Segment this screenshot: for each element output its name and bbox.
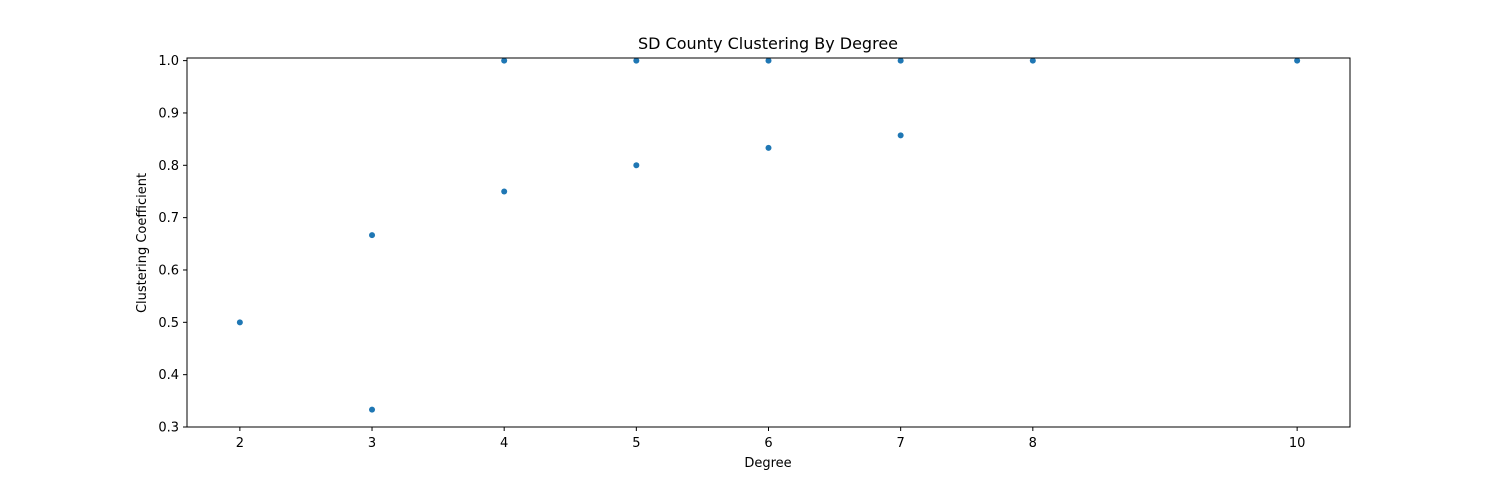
y-tick-label: 0.6 <box>158 263 179 278</box>
data-point <box>369 232 376 239</box>
x-tick-label: 3 <box>368 436 376 451</box>
x-tick-label: 5 <box>632 436 640 451</box>
data-point <box>633 162 640 169</box>
y-axis-label: Clustering Coefficient <box>135 173 150 313</box>
x-tick-label: 2 <box>236 436 244 451</box>
data-point <box>501 57 508 64</box>
x-tick-label: 4 <box>500 436 508 451</box>
x-tick-label: 6 <box>764 436 772 451</box>
chart-title: SD County Clustering By Degree <box>638 34 898 53</box>
data-point <box>765 144 772 151</box>
data-point <box>765 57 772 64</box>
data-point <box>1294 57 1301 64</box>
y-tick-label: 0.8 <box>158 159 179 174</box>
x-tick-label: 8 <box>1029 436 1037 451</box>
data-point <box>897 132 904 139</box>
y-tick-label: 0.5 <box>158 316 179 331</box>
y-axis-ticks: 0.3 0.4 0.5 0.6 0.7 0.8 0.9 1.0 <box>158 54 187 436</box>
data-points <box>236 57 1301 413</box>
x-axis-ticks: 2 3 4 5 6 7 8 10 <box>236 427 1306 451</box>
data-point <box>633 57 640 64</box>
x-axis-label: Degree <box>744 456 791 471</box>
x-tick-label: 10 <box>1289 436 1306 451</box>
data-point <box>501 188 508 195</box>
y-tick-label: 1.0 <box>158 54 179 69</box>
data-point <box>236 319 243 326</box>
data-point <box>897 57 904 64</box>
x-tick-label: 7 <box>897 436 905 451</box>
y-tick-label: 0.3 <box>158 421 179 436</box>
y-tick-label: 0.4 <box>158 368 179 383</box>
data-point <box>1029 57 1036 64</box>
y-tick-label: 0.7 <box>158 211 179 226</box>
y-tick-label: 0.9 <box>158 106 179 121</box>
data-point <box>369 406 376 413</box>
